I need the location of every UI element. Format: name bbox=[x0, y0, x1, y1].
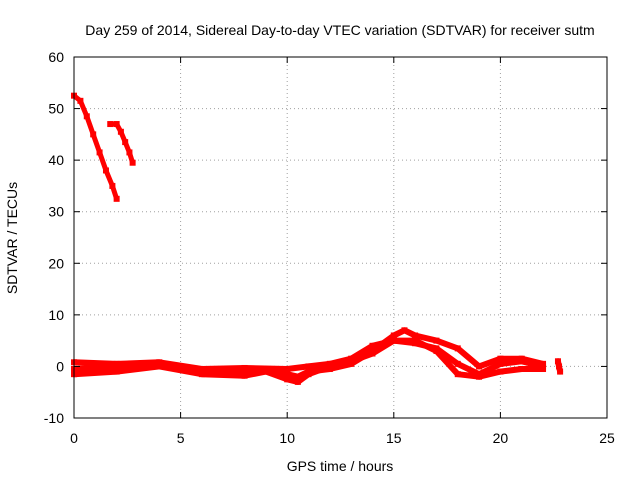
y-tick-label: 30 bbox=[48, 204, 64, 220]
data-point bbox=[113, 195, 120, 202]
plot-frame bbox=[73, 56, 608, 419]
data-point bbox=[390, 332, 397, 339]
data-point bbox=[241, 368, 248, 375]
x-axis-label: GPS time / hours bbox=[287, 458, 394, 474]
data-point bbox=[262, 368, 269, 375]
data-point bbox=[540, 366, 547, 373]
data-point bbox=[156, 363, 163, 370]
y-tick-label: 20 bbox=[48, 255, 64, 271]
data-point bbox=[390, 337, 397, 344]
y-tick-label: 40 bbox=[48, 152, 64, 168]
y-tick-label: 10 bbox=[48, 307, 64, 323]
series-line bbox=[71, 337, 546, 378]
data-point bbox=[348, 358, 355, 365]
data-point bbox=[77, 97, 84, 104]
data-point bbox=[129, 159, 136, 166]
data-point bbox=[497, 368, 504, 375]
data-point bbox=[113, 360, 120, 367]
data-point bbox=[476, 373, 483, 380]
data-point bbox=[554, 358, 561, 365]
x-tick-label: 10 bbox=[279, 430, 295, 446]
data-point bbox=[122, 139, 129, 146]
data-point bbox=[241, 364, 248, 371]
data-point bbox=[557, 368, 564, 375]
series-line bbox=[71, 337, 546, 385]
y-tick-label: 0 bbox=[56, 358, 64, 374]
data-point bbox=[433, 337, 440, 344]
data-point bbox=[412, 332, 419, 339]
data-point bbox=[113, 368, 120, 375]
data-point bbox=[326, 363, 333, 370]
data-point bbox=[90, 131, 97, 138]
series-layer bbox=[71, 92, 564, 385]
data-point bbox=[401, 327, 408, 334]
y-tick-label: -10 bbox=[44, 410, 64, 426]
series-isolated bbox=[554, 358, 564, 375]
data-point bbox=[117, 128, 124, 135]
data-point bbox=[497, 355, 504, 362]
x-tick-label: 20 bbox=[493, 430, 509, 446]
data-point bbox=[305, 371, 312, 378]
data-point bbox=[454, 345, 461, 352]
chart-title: Day 259 of 2014, Sidereal Day-to-day VTE… bbox=[85, 22, 594, 38]
data-point bbox=[198, 366, 205, 373]
data-point bbox=[109, 182, 116, 189]
data-point bbox=[305, 363, 312, 370]
data-point bbox=[156, 359, 163, 366]
x-tick-label: 5 bbox=[177, 430, 185, 446]
data-point bbox=[241, 372, 248, 379]
data-point bbox=[454, 371, 461, 378]
data-point bbox=[294, 373, 301, 380]
data-point bbox=[284, 371, 291, 378]
data-point bbox=[126, 149, 133, 156]
data-point bbox=[518, 366, 525, 373]
data-point bbox=[433, 347, 440, 354]
data-point bbox=[107, 121, 114, 128]
data-point bbox=[284, 366, 291, 373]
data-point bbox=[369, 350, 376, 357]
data-point bbox=[198, 371, 205, 378]
data-point bbox=[454, 360, 461, 367]
x-tick-label: 25 bbox=[599, 430, 615, 446]
data-point bbox=[476, 363, 483, 370]
data-point bbox=[284, 376, 291, 383]
x-tick-label: 0 bbox=[70, 430, 78, 446]
data-point bbox=[412, 337, 419, 344]
y-axis-label: SDTVAR / TECUs bbox=[4, 182, 20, 294]
y-tick-label: 50 bbox=[48, 101, 64, 117]
data-point bbox=[96, 149, 103, 156]
data-point bbox=[518, 358, 525, 365]
data-point bbox=[113, 121, 120, 128]
data-point bbox=[556, 363, 563, 370]
y-tick-label: 60 bbox=[48, 49, 64, 65]
data-point bbox=[92, 364, 99, 371]
data-point bbox=[497, 360, 504, 367]
tick-layer: 0 5 10 15 20 25 -10 0 10 20 30 40 50 60 bbox=[44, 49, 615, 446]
series-arc-2 bbox=[107, 121, 136, 166]
data-point bbox=[83, 113, 90, 120]
data-point bbox=[369, 342, 376, 349]
x-tick-label: 15 bbox=[386, 430, 402, 446]
data-point bbox=[102, 167, 109, 174]
data-point bbox=[294, 378, 301, 385]
